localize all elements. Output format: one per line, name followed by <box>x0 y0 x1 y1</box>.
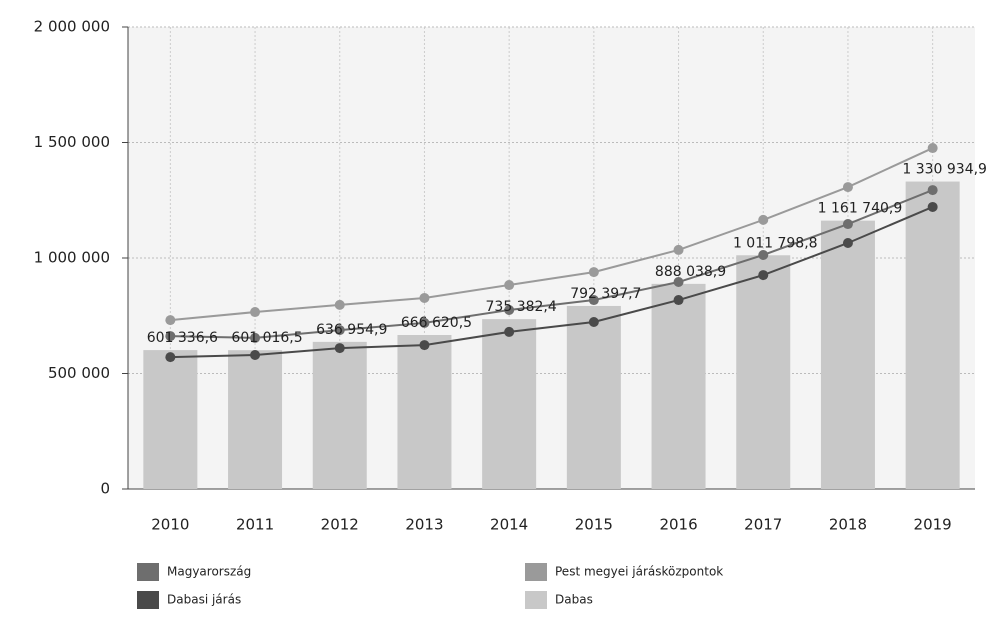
value-label: 1 161 740,9 <box>818 201 903 217</box>
bar <box>905 181 960 490</box>
point <box>165 331 176 342</box>
point <box>758 270 769 281</box>
point <box>250 307 261 318</box>
value-label: 666 620,5 <box>401 315 472 331</box>
line <box>170 206 934 359</box>
point <box>842 182 853 193</box>
point <box>419 340 430 351</box>
x-tick-label: 2015 <box>575 516 613 534</box>
point <box>250 332 261 343</box>
bar <box>228 350 283 489</box>
value-label: 601 336,6 <box>147 330 218 346</box>
bar <box>736 255 791 489</box>
point <box>504 280 515 291</box>
point <box>334 343 345 354</box>
legend-label: Magyarország <box>167 565 251 579</box>
x-tick-label: 2017 <box>744 516 782 534</box>
legend-swatch <box>525 563 547 581</box>
x-tick-label: 2012 <box>321 516 359 534</box>
value-label: 636 954,9 <box>316 322 387 338</box>
x-tick-label: 2016 <box>659 516 697 534</box>
point <box>250 350 261 361</box>
bar <box>397 335 452 489</box>
bar <box>651 283 706 489</box>
point <box>758 214 769 225</box>
point <box>165 352 176 363</box>
value-label: 735 382,4 <box>486 299 557 315</box>
x-tick-label: 2014 <box>490 516 528 534</box>
point <box>334 325 345 336</box>
value-label: 1 011 798,8 <box>733 235 818 251</box>
point <box>334 299 345 310</box>
value-label: 888 038,9 <box>655 264 726 280</box>
y-tick-label: 0 <box>100 480 110 498</box>
point <box>842 219 853 230</box>
y-tick-label: 1 000 000 <box>34 249 110 267</box>
bar <box>482 319 537 489</box>
point <box>927 143 938 154</box>
point <box>842 237 853 248</box>
legend-label: Dabas <box>555 593 593 607</box>
line <box>170 189 934 339</box>
y-tick-label: 2 000 000 <box>34 18 110 36</box>
point <box>673 277 684 288</box>
point <box>419 317 430 328</box>
point <box>758 249 769 260</box>
y-tick-label: 500 000 <box>48 364 110 382</box>
point <box>165 315 176 326</box>
x-tick-label: 2018 <box>829 516 867 534</box>
legend-label: Pest megyei járásközpontok <box>555 565 723 579</box>
line <box>170 147 934 322</box>
point <box>504 326 515 337</box>
point <box>419 292 430 303</box>
value-label: 792 397,7 <box>570 286 641 302</box>
point <box>927 201 938 212</box>
y-tick-label: 1 500 000 <box>34 133 110 151</box>
bar <box>312 341 367 489</box>
point <box>588 267 599 278</box>
legend-label: Dabasi járás <box>167 593 241 607</box>
x-tick-label: 2013 <box>405 516 443 534</box>
point <box>588 316 599 327</box>
point <box>927 185 938 196</box>
point <box>673 295 684 306</box>
x-tick-label: 2010 <box>151 516 189 534</box>
point <box>504 304 515 315</box>
x-tick-label: 2019 <box>914 516 952 534</box>
legend-swatch <box>525 591 547 609</box>
legend-swatch <box>137 591 159 609</box>
value-label: 601 016,5 <box>231 330 302 346</box>
value-label: 1 330 934,9 <box>902 162 987 178</box>
x-tick-label: 2011 <box>236 516 274 534</box>
bar <box>820 220 875 489</box>
point <box>673 244 684 255</box>
legend-swatch <box>137 563 159 581</box>
bar <box>143 350 198 489</box>
point <box>588 295 599 306</box>
bar <box>566 305 621 489</box>
